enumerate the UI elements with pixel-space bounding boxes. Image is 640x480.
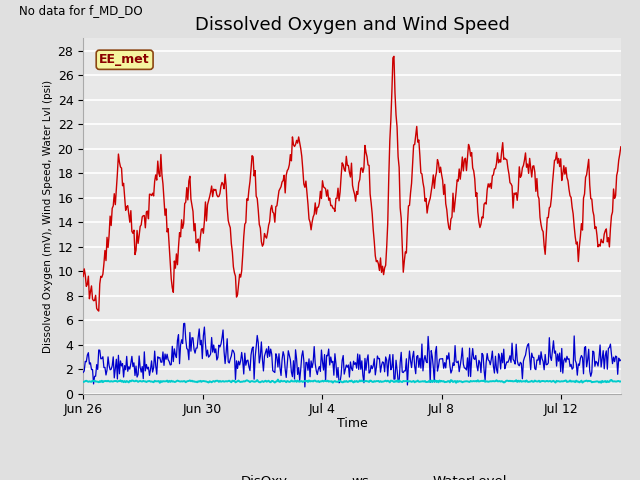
X-axis label: Time: Time	[337, 417, 367, 430]
Legend: DisOxy, ws, WaterLevel: DisOxy, ws, WaterLevel	[192, 470, 512, 480]
Title: Dissolved Oxygen and Wind Speed: Dissolved Oxygen and Wind Speed	[195, 16, 509, 34]
Text: No data for f_MD_DO: No data for f_MD_DO	[19, 4, 142, 17]
Y-axis label: Dissolved Oxygen (mV), Wind Speed, Water Lvl (psi): Dissolved Oxygen (mV), Wind Speed, Water…	[44, 79, 53, 353]
Text: EE_met: EE_met	[99, 53, 150, 66]
